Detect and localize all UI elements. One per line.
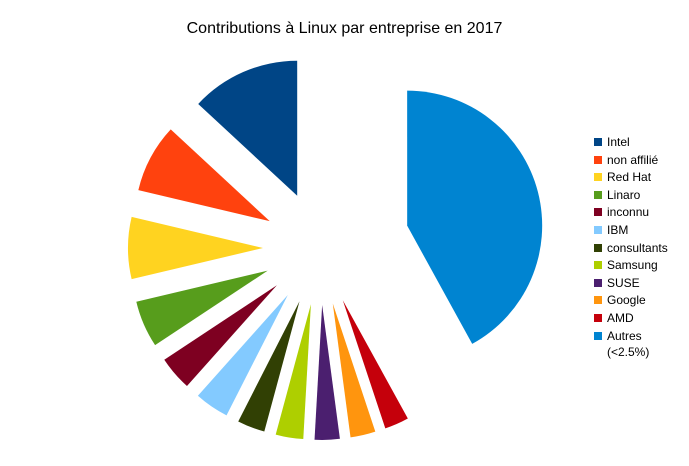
legend-swatch [594,296,602,305]
legend-swatch [594,190,602,199]
legend-item-intel: Intel [594,134,689,152]
legend-label: non affilié [607,152,659,167]
legend-swatch [594,313,602,322]
legend-label: Linaro [607,187,641,202]
pie-slice-amd [342,300,408,429]
legend-swatch [594,225,602,234]
legend-item-non-affili: non affilié [594,152,689,170]
legend-swatch [594,138,602,146]
legend-label: IBM [607,222,629,237]
legend-item-consultants: consultants [594,240,689,258]
legend-label: Google [607,293,646,308]
legend-swatch [594,331,602,340]
pie-slice-ibm [197,295,288,416]
legend-item-google: Google [594,292,689,310]
legend-label: consultants [607,240,668,255]
legend-swatch [594,173,602,182]
legend-swatch [594,278,602,287]
pie-slice-suse [314,304,340,440]
legend-swatch [594,208,602,217]
legend-item-suse: SUSE [594,275,689,293]
legend-swatch [594,243,602,252]
legend-item-samsung: Samsung [594,257,689,275]
chart-title: Contributions à Linux par entreprise en … [186,20,503,37]
legend: Intel non affilié Red Hat Linaro inconnu IBM c… [594,134,689,359]
pie-slice-google [332,303,376,438]
pie-slice-inconnu [164,285,277,386]
pie-slice-non-affili [138,129,270,222]
legend-label: Intel [607,135,630,149]
legend-label: inconnu [607,205,650,220]
legend-swatch [594,261,602,270]
pie-slice-intel [198,60,298,196]
legend-label: Autres (<2.5%) [607,328,650,359]
legend-item-ibm: IBM [594,222,689,240]
legend-label: SUSE [607,275,640,290]
pie-slice-consultants [238,301,300,432]
legend-item-autres: Autres (<2.5%) [594,328,689,359]
pie-slice-red-hat [127,216,264,280]
legend-item-linaro: Linaro [594,187,689,205]
legend-label: Red Hat [607,170,652,185]
legend-swatch [594,155,602,164]
legend-item-inconnu: inconnu [594,204,689,222]
pie-slice-autres [407,90,543,344]
legend-item-amd: AMD [594,310,689,328]
legend-label: AMD [607,310,634,325]
pie-slice-samsung [275,304,311,440]
legend-item-red-hat: Red Hat [594,169,689,187]
legend-label: Samsung [607,258,658,273]
pie-slice-linaro [136,270,268,346]
